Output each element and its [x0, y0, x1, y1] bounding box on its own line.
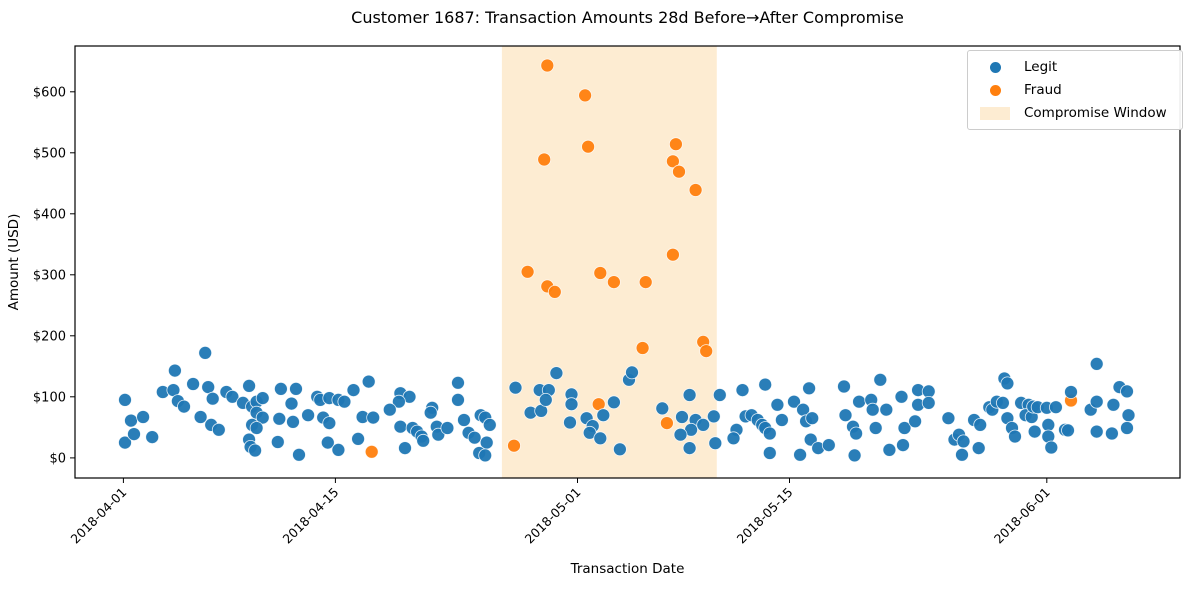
svg-text:$100: $100 — [33, 390, 66, 405]
svg-text:$300: $300 — [33, 268, 66, 283]
svg-text:2018-04-15: 2018-04-15 — [280, 485, 342, 547]
x-axis-label: Transaction Date — [570, 561, 685, 577]
legend-label-legit: Legit — [1024, 59, 1058, 75]
svg-text:$400: $400 — [33, 207, 66, 222]
legend-label-fraud: Fraud — [1024, 82, 1062, 98]
svg-text:2018-04-01: 2018-04-01 — [68, 485, 130, 547]
legend-item-fraud: Fraud — [978, 82, 1172, 98]
svg-text:2018-05-15: 2018-05-15 — [734, 485, 796, 547]
compromise-window-patch-icon — [980, 106, 1010, 120]
legend-item-window: Compromise Window — [978, 105, 1172, 121]
svg-text:$0: $0 — [49, 451, 66, 466]
svg-text:$600: $600 — [33, 85, 66, 100]
y-axis-label: Amount (USD) — [6, 213, 22, 311]
legend-item-legit: Legit — [978, 59, 1172, 75]
svg-text:2018-06-01: 2018-06-01 — [991, 485, 1053, 547]
fraud-dot-icon — [989, 84, 1001, 96]
legit-dot-icon — [989, 61, 1001, 73]
svg-text:2018-05-01: 2018-05-01 — [522, 485, 584, 547]
svg-text:$500: $500 — [33, 146, 66, 161]
svg-text:$200: $200 — [33, 329, 66, 344]
chart-title: Customer 1687: Transaction Amounts 28d B… — [351, 8, 904, 27]
legend-label-window: Compromise Window — [1024, 105, 1167, 121]
legend: Legit Fraud Compromise Window — [967, 50, 1183, 130]
